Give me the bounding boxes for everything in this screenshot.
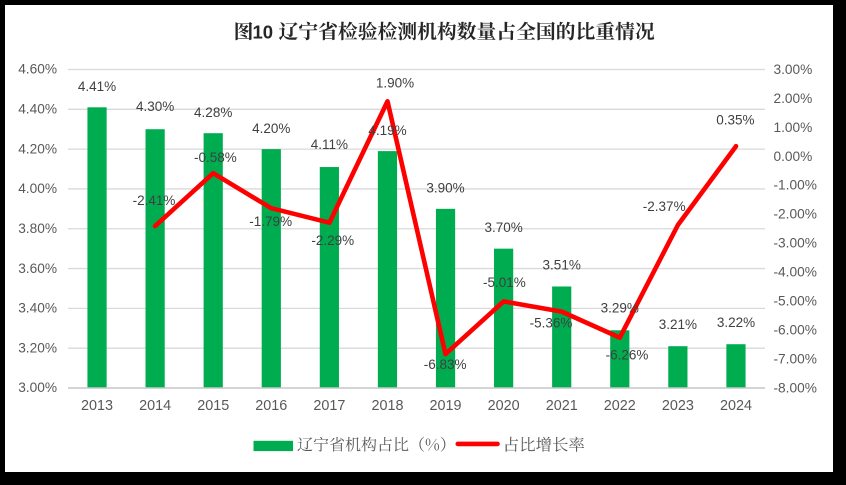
svg-text:3.40%: 3.40%: [18, 301, 57, 316]
svg-text:3.00%: 3.00%: [774, 62, 813, 77]
svg-text:-4.00%: -4.00%: [774, 265, 817, 280]
svg-text:4.40%: 4.40%: [18, 102, 57, 117]
svg-text:-5.36%: -5.36%: [530, 316, 573, 331]
svg-text:4.19%: 4.19%: [368, 123, 406, 138]
svg-text:3.00%: 3.00%: [18, 380, 57, 395]
svg-text:-6.00%: -6.00%: [774, 322, 817, 337]
svg-text:-1.00%: -1.00%: [774, 178, 817, 193]
svg-text:2022: 2022: [604, 398, 636, 414]
svg-text:2023: 2023: [662, 398, 694, 414]
svg-text:2.00%: 2.00%: [774, 91, 813, 106]
svg-text:4.11%: 4.11%: [311, 137, 348, 152]
svg-text:-1.79%: -1.79%: [249, 214, 292, 229]
svg-text:2019: 2019: [429, 398, 461, 414]
svg-text:-2.00%: -2.00%: [774, 207, 817, 222]
svg-text:3.90%: 3.90%: [426, 180, 464, 195]
svg-text:4.60%: 4.60%: [18, 62, 57, 77]
svg-text:2014: 2014: [139, 398, 171, 414]
svg-text:-7.00%: -7.00%: [774, 351, 817, 366]
svg-text:4.41%: 4.41%: [78, 79, 116, 94]
svg-text:4.28%: 4.28%: [194, 105, 232, 120]
svg-text:4.30%: 4.30%: [136, 99, 174, 114]
svg-text:2013: 2013: [81, 398, 113, 414]
svg-text:10: 10: [253, 22, 274, 43]
svg-text:-6.83%: -6.83%: [424, 357, 467, 372]
svg-text:0.35%: 0.35%: [716, 112, 754, 127]
svg-text:4.00%: 4.00%: [18, 181, 57, 196]
svg-text:3.60%: 3.60%: [18, 261, 57, 276]
svg-text:3.80%: 3.80%: [18, 221, 57, 236]
svg-text:-5.01%: -5.01%: [483, 275, 526, 290]
svg-text:2018: 2018: [371, 398, 403, 414]
svg-text:-2.29%: -2.29%: [311, 233, 354, 248]
svg-text:2020: 2020: [488, 398, 520, 414]
svg-text:0.00%: 0.00%: [774, 149, 813, 164]
svg-text:3.21%: 3.21%: [659, 317, 697, 332]
svg-text:2017: 2017: [313, 398, 345, 414]
svg-text:-5.00%: -5.00%: [774, 294, 817, 309]
svg-text:4.20%: 4.20%: [252, 121, 290, 136]
svg-text:3.20%: 3.20%: [18, 340, 57, 355]
svg-text:2024: 2024: [720, 398, 752, 414]
svg-text:1.00%: 1.00%: [774, 120, 813, 135]
svg-text:-8.00%: -8.00%: [774, 380, 817, 395]
svg-text:2021: 2021: [546, 398, 578, 414]
svg-text:2015: 2015: [197, 398, 229, 414]
svg-text:3.51%: 3.51%: [543, 258, 581, 273]
svg-text:4.20%: 4.20%: [18, 141, 57, 156]
svg-text:1.90%: 1.90%: [376, 76, 414, 91]
svg-text:-0.58%: -0.58%: [194, 150, 237, 165]
svg-text:-2.41%: -2.41%: [133, 193, 176, 208]
svg-text:3.22%: 3.22%: [717, 315, 755, 330]
svg-text:-2.37%: -2.37%: [643, 199, 686, 214]
svg-text:3.29%: 3.29%: [601, 300, 639, 315]
svg-text:2016: 2016: [255, 398, 287, 414]
svg-text:-3.00%: -3.00%: [774, 236, 817, 251]
svg-text:3.70%: 3.70%: [484, 220, 522, 235]
svg-text:-6.26%: -6.26%: [606, 348, 649, 363]
